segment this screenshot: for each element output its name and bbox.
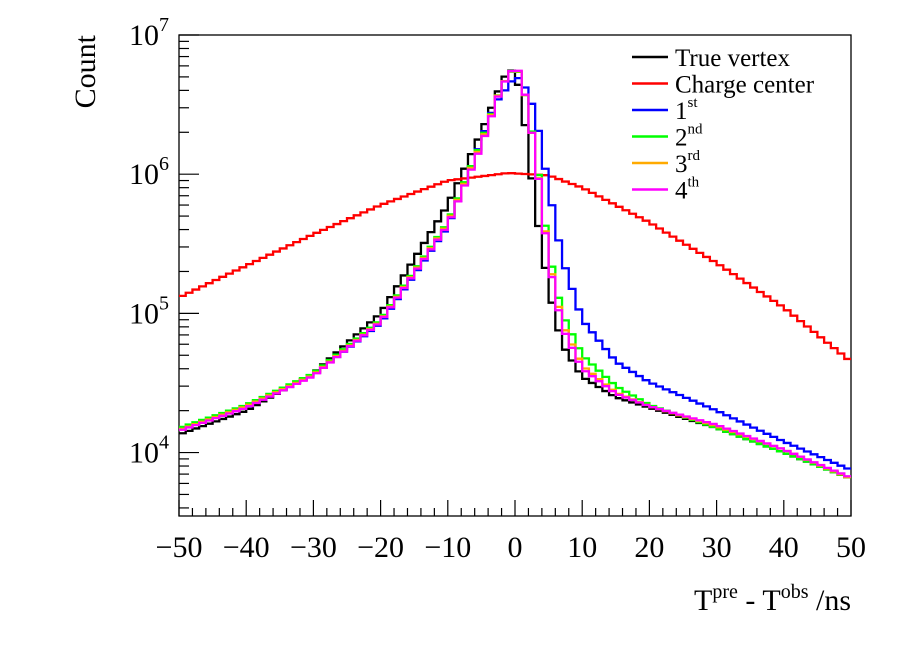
legend-label-4: 2nd (675, 122, 703, 152)
y-tick-label: 107 (129, 14, 169, 52)
x-tick-label: −20 (357, 531, 404, 564)
x-tick-label: 0 (508, 531, 523, 564)
y-tick-label: 104 (129, 432, 169, 470)
y-tick-label: 106 (129, 153, 169, 191)
series-line-6 (179, 69, 851, 478)
x-tick-label: 40 (769, 531, 799, 564)
series-line-2 (179, 172, 851, 361)
series-line-5 (179, 70, 851, 479)
x-title-sup-1: pre (712, 581, 738, 603)
legend-label-3: 1st (675, 95, 698, 125)
legend-label-1: True vertex (675, 45, 791, 72)
series-line-3 (179, 76, 851, 470)
x-tick-label: −40 (223, 531, 270, 564)
y-axis-title: Count (69, 34, 102, 108)
x-tick-label: −10 (424, 531, 471, 564)
x-title-part-2: - T (738, 584, 781, 617)
x-tick-label: 20 (634, 531, 664, 564)
x-tick-label: −30 (290, 531, 337, 564)
x-tick-label: 50 (836, 531, 866, 564)
axis-layer: −50 −40 −30 −20 −10 0 10 20 30 40 50 104 105 106 107 (129, 14, 866, 564)
x-title-part-1: T (694, 584, 712, 617)
series-line-1 (179, 69, 851, 479)
legend-label-6: 4th (675, 175, 700, 205)
x-axis-title: Tpre - Tobs /ns (694, 581, 851, 617)
legend-label-5: 3rd (675, 148, 700, 178)
plot-frame (178, 34, 852, 517)
y-tick-label: 105 (129, 292, 169, 330)
x-title-part-3: /ns (808, 584, 851, 617)
x-tick-label: 10 (567, 531, 597, 564)
x-title-sup-2: obs (781, 581, 809, 603)
legend-label-2: Charge center (675, 72, 815, 99)
series-line-4 (179, 70, 851, 479)
x-tick-label: 30 (702, 531, 732, 564)
x-tick-label: −50 (156, 531, 203, 564)
series-layer (179, 69, 851, 479)
